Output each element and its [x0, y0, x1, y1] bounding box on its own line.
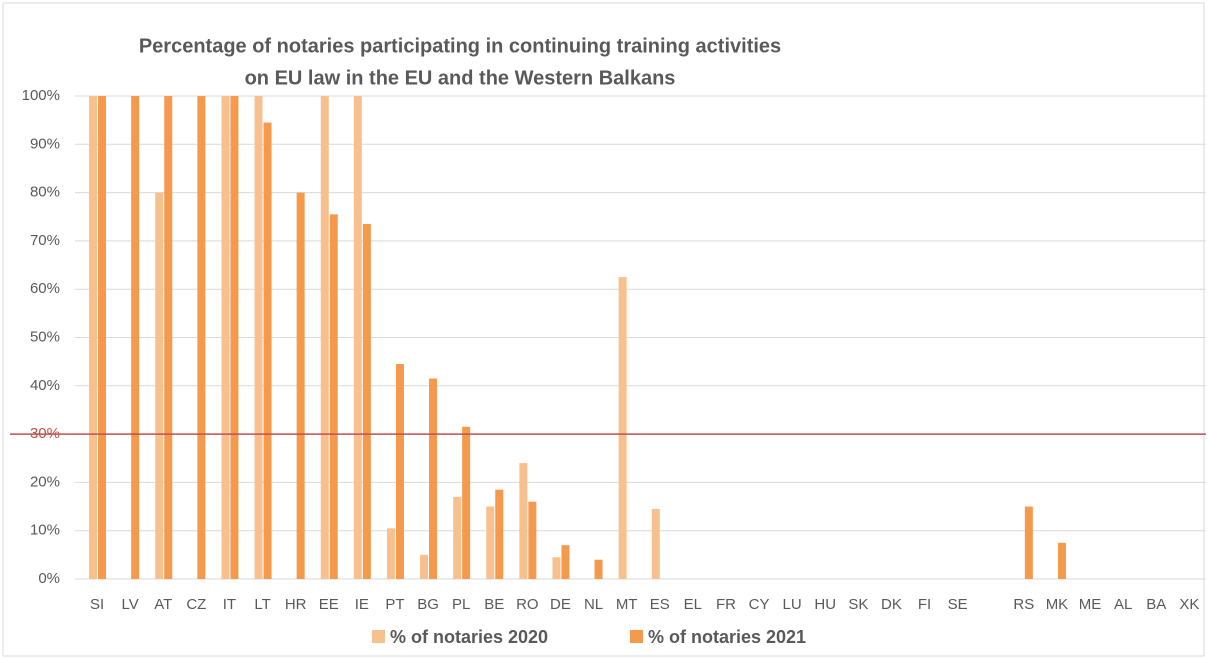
- chart-title: Percentage of notaries participating in …: [139, 35, 781, 57]
- y-tick-label: 80%: [30, 184, 60, 201]
- x-tick-label: LT: [254, 596, 270, 613]
- x-tick-label: PL: [452, 596, 470, 613]
- x-tick-label: AL: [1114, 596, 1132, 613]
- x-tick-label: ES: [650, 596, 670, 613]
- x-tick-label: AT: [154, 596, 172, 613]
- x-tick-label: EL: [684, 596, 702, 613]
- bar: [89, 96, 98, 579]
- bar: [362, 223, 371, 579]
- x-tick-label: SI: [90, 596, 104, 613]
- y-tick-label: 10%: [30, 522, 60, 539]
- x-tick-label: RS: [1013, 596, 1034, 613]
- x-tick-label: BE: [484, 596, 504, 613]
- y-tick-label: 100%: [22, 87, 60, 104]
- x-tick-label: HR: [285, 596, 307, 613]
- x-tick-label: SE: [948, 596, 968, 613]
- y-tick-label: 60%: [30, 280, 60, 297]
- x-tick-label: FR: [716, 596, 736, 613]
- bar: [1057, 542, 1066, 579]
- x-tick-label: CY: [749, 596, 770, 613]
- bar: [263, 122, 272, 579]
- bar: [618, 277, 627, 579]
- y-tick-label: 50%: [30, 328, 60, 345]
- bar: [230, 96, 239, 579]
- x-tick-label: DE: [550, 596, 571, 613]
- x-tick-label: RO: [516, 596, 539, 613]
- bar: [1024, 506, 1033, 579]
- x-tick-label: XK: [1179, 596, 1199, 613]
- bar: [353, 96, 362, 579]
- legend-swatch: [372, 630, 385, 643]
- bar: [552, 557, 561, 579]
- x-tick-label: PT: [385, 596, 404, 613]
- bar: [462, 426, 471, 579]
- y-tick-label: 40%: [30, 377, 60, 394]
- chart-title: on EU law in the EU and the Western Balk…: [245, 67, 676, 89]
- x-tick-label: MT: [616, 596, 638, 613]
- bar: [329, 214, 338, 579]
- y-tick-label: 20%: [30, 473, 60, 490]
- x-tick-label: CZ: [186, 596, 206, 613]
- x-tick-label: LV: [122, 596, 139, 613]
- y-tick-label: 70%: [30, 232, 60, 249]
- x-tick-label: BA: [1146, 596, 1166, 613]
- bar: [296, 192, 305, 579]
- x-tick-label: IE: [355, 596, 369, 613]
- x-tick-label: BG: [417, 596, 439, 613]
- y-tick-label: 90%: [30, 135, 60, 152]
- legend-label: % of notaries 2020: [390, 627, 548, 647]
- bar: [561, 545, 570, 579]
- bar: [98, 96, 107, 579]
- bar: [164, 96, 173, 579]
- legend-swatch: [630, 630, 643, 643]
- x-tick-label: HU: [814, 596, 836, 613]
- bar: [453, 496, 462, 579]
- bar: [386, 528, 395, 579]
- x-tick-label: ME: [1079, 596, 1102, 613]
- legend-label: % of notaries 2021: [648, 627, 806, 647]
- bar: [420, 554, 429, 579]
- bar: [254, 96, 263, 579]
- bar: [594, 559, 603, 579]
- bar: [395, 364, 404, 579]
- x-tick-label: FI: [918, 596, 931, 613]
- x-tick-label: SK: [848, 596, 868, 613]
- bar: [155, 192, 164, 579]
- bar: [429, 378, 438, 579]
- x-tick-label: MK: [1046, 596, 1069, 613]
- bar: [486, 506, 495, 579]
- bar: [495, 489, 504, 579]
- x-tick-label: DK: [881, 596, 902, 613]
- bar: [519, 463, 528, 579]
- bar: [528, 501, 537, 579]
- x-tick-label: EE: [319, 596, 339, 613]
- bar: [651, 508, 660, 579]
- bar: [221, 96, 230, 579]
- x-tick-label: LU: [783, 596, 802, 613]
- bar: [131, 96, 140, 579]
- bar: [197, 96, 206, 579]
- y-tick-label: 0%: [38, 570, 60, 587]
- bar: [320, 96, 329, 579]
- x-tick-label: NL: [584, 596, 603, 613]
- x-tick-label: IT: [223, 596, 236, 613]
